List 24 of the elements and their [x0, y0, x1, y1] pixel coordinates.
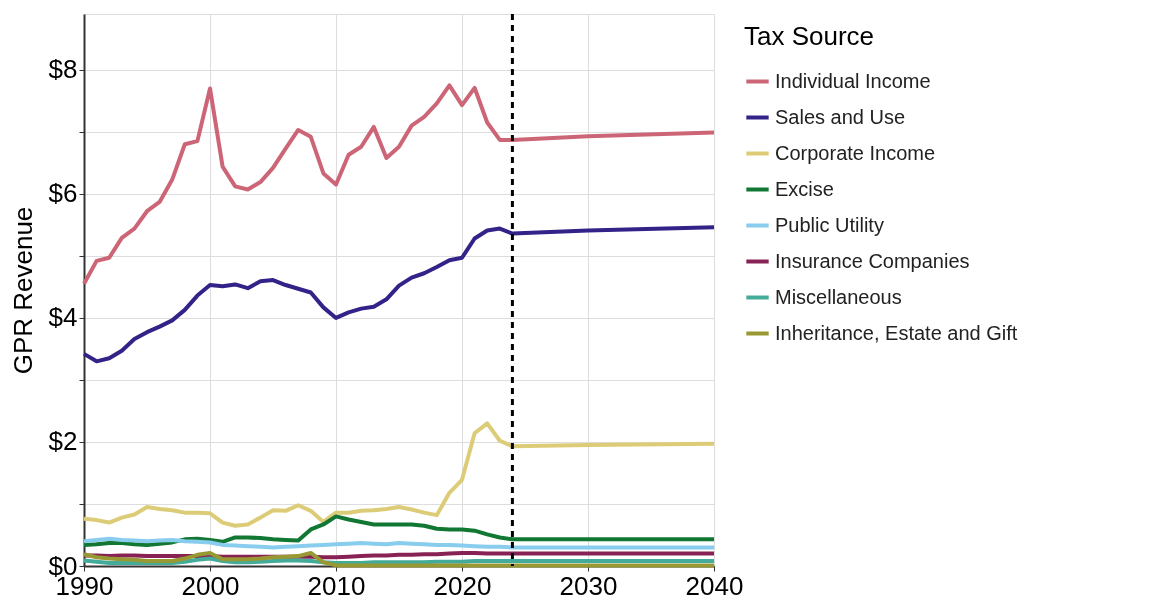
legend-label: Public Utility	[775, 213, 884, 236]
y-axis-title: GPR Revenue	[7, 206, 38, 375]
y-tick-label: $6	[48, 178, 78, 209]
line-series	[82, 536, 716, 550]
y-tick-label: $8	[48, 54, 78, 85]
line-series	[82, 225, 716, 364]
x-tick-label: 2010	[307, 570, 366, 601]
y-tick-label: $4	[48, 302, 78, 333]
legend-label: Miscellaneous	[775, 285, 902, 308]
x-tick-label: 2040	[685, 570, 744, 601]
legend-label: Corporate Income	[775, 141, 936, 164]
line-series	[82, 83, 716, 286]
line-series	[82, 514, 716, 547]
legend-title: Tax Source	[744, 21, 875, 51]
line-series	[82, 421, 716, 528]
x-tick-label: 2020	[433, 570, 492, 601]
legend-label: Sales and Use	[775, 105, 906, 128]
legend-label: Inheritance, Estate and Gift	[775, 321, 1018, 344]
legend-label: Insurance Companies	[775, 249, 970, 272]
y-tick-label: $2	[48, 426, 78, 457]
legend-label: Excise	[775, 177, 834, 200]
x-tick-label: 2030	[559, 570, 618, 601]
legend-label: Individual Income	[775, 69, 931, 92]
x-tick-label: 2000	[181, 570, 240, 601]
